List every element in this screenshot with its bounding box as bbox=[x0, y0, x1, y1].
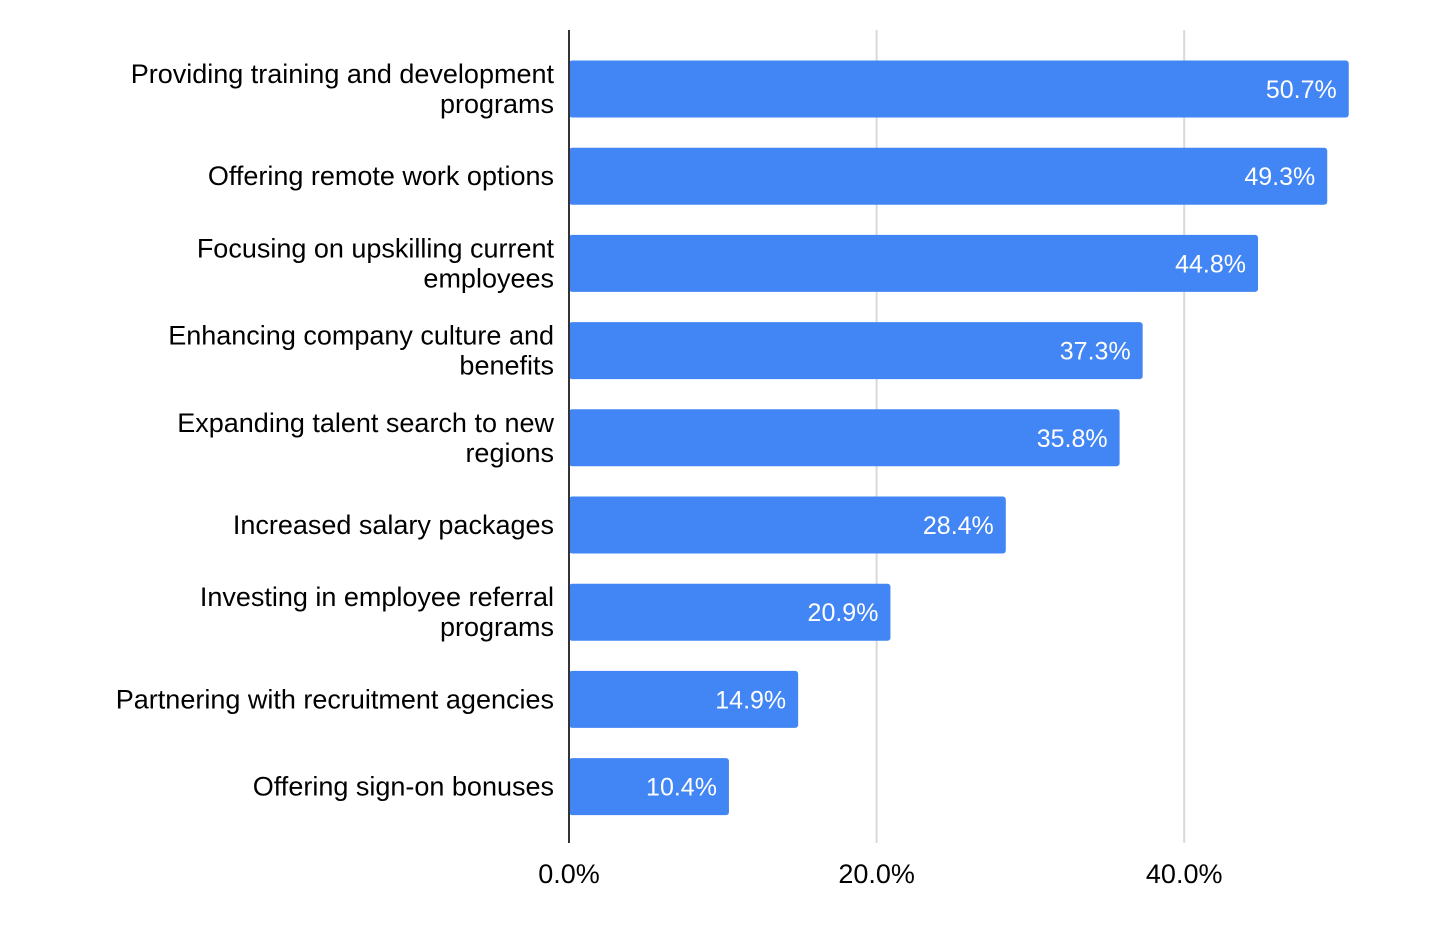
data-label-5: 28.4% bbox=[923, 512, 994, 540]
bars bbox=[569, 60, 1349, 816]
bar-5 bbox=[569, 496, 1006, 554]
bar-3 bbox=[569, 322, 1143, 380]
x-tick-label-2: 40.0% bbox=[1146, 859, 1223, 889]
data-label-2: 44.8% bbox=[1175, 250, 1246, 278]
bar-1 bbox=[569, 147, 1328, 205]
data-label-1: 49.3% bbox=[1244, 163, 1315, 191]
bar-4 bbox=[569, 409, 1120, 467]
bar-8 bbox=[569, 758, 729, 816]
data-label-6: 20.9% bbox=[808, 599, 879, 627]
data-label-3: 37.3% bbox=[1060, 338, 1131, 366]
category-label-0-line-1: programs bbox=[440, 89, 554, 119]
bar-2 bbox=[569, 234, 1259, 292]
category-label-7-line-0: Partnering with recruitment agencies bbox=[116, 684, 554, 714]
category-label-3-line-1: benefits bbox=[459, 351, 554, 381]
category-label-5-line-0: Increased salary packages bbox=[233, 510, 554, 540]
labels: 0.0% 20.0% 40.0% 50.7% Providing training an… bbox=[116, 59, 1337, 889]
bar-6 bbox=[569, 583, 891, 641]
data-label-4: 35.8% bbox=[1037, 425, 1108, 453]
data-label-8: 10.4% bbox=[646, 774, 717, 802]
category-label-2-line-0: Focusing on upskilling current bbox=[197, 233, 555, 263]
category-label-1-line-0: Offering remote work options bbox=[208, 161, 554, 191]
category-label-2-line-1: employees bbox=[423, 263, 554, 293]
category-label-3-line-0: Enhancing company culture and bbox=[168, 321, 554, 351]
data-label-7: 14.9% bbox=[715, 686, 786, 714]
category-label-6-line-1: programs bbox=[440, 612, 554, 642]
category-label-4-line-0: Expanding talent search to new bbox=[177, 408, 554, 438]
category-label-0-line-0: Providing training and development bbox=[131, 59, 555, 89]
category-label-6-line-0: Investing in employee referral bbox=[200, 582, 554, 612]
x-tick-label-0: 0.0% bbox=[538, 859, 600, 889]
category-label-4-line-1: regions bbox=[465, 438, 554, 468]
bar-0 bbox=[569, 60, 1349, 118]
data-label-0: 50.7% bbox=[1266, 76, 1337, 104]
bar-7 bbox=[569, 670, 799, 728]
category-label-8-line-0: Offering sign-on bonuses bbox=[253, 772, 554, 802]
x-tick-label-1: 20.0% bbox=[838, 859, 915, 889]
